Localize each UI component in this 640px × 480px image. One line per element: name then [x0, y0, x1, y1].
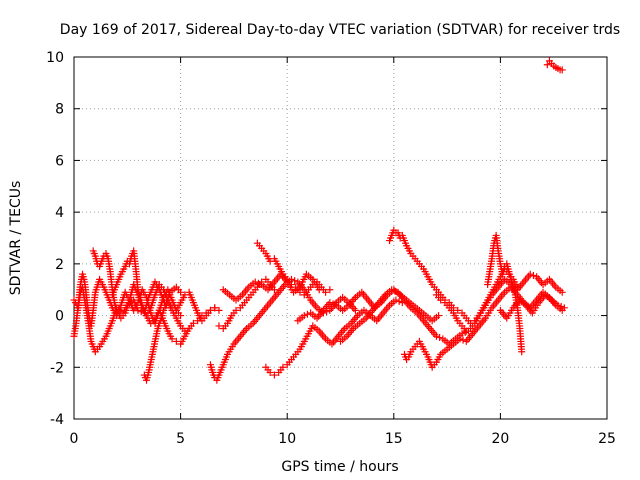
data-point: [462, 327, 470, 335]
x-tick-label: 15: [385, 431, 403, 447]
y-tick-label: 0: [55, 309, 64, 325]
x-tick-label: 10: [278, 431, 296, 447]
data-point: [291, 277, 299, 285]
data-points: [70, 57, 568, 384]
data-point: [526, 270, 534, 278]
data-point: [300, 312, 308, 320]
data-point: [251, 278, 259, 286]
data-point: [177, 288, 185, 296]
data-point: [454, 306, 462, 314]
data-point: [558, 66, 566, 74]
y-tick-label: 10: [46, 50, 64, 66]
data-point: [459, 336, 467, 344]
x-tick-label: 5: [176, 431, 185, 447]
data-point: [258, 278, 266, 286]
data-point: [198, 312, 206, 320]
data-point: [309, 281, 317, 289]
data-point: [558, 288, 566, 296]
data-point: [326, 299, 334, 307]
data-point: [432, 332, 440, 340]
y-tick-label: 4: [55, 205, 64, 221]
ticks: [73, 56, 608, 420]
y-tick-label: 2: [55, 257, 64, 273]
data-point: [395, 297, 403, 305]
data-point: [322, 288, 330, 296]
data-point: [202, 309, 210, 317]
grid: [74, 57, 607, 419]
data-point: [215, 322, 223, 330]
data-point: [279, 363, 287, 371]
data-point: [270, 371, 278, 379]
data-point: [518, 348, 526, 356]
data-point: [436, 334, 444, 342]
data-point: [435, 312, 443, 320]
data-point: [181, 327, 189, 335]
data-point: [554, 301, 562, 309]
data-point: [529, 271, 537, 279]
data-point: [326, 286, 334, 294]
data-point: [206, 306, 214, 314]
data-point: [557, 303, 565, 311]
x-tick-label: 0: [70, 431, 79, 447]
y-tick-label: -2: [50, 360, 64, 376]
data-point: [215, 306, 223, 314]
data-point: [287, 281, 295, 289]
data-point: [254, 279, 262, 287]
tick-labels: 0 5 10 15 20 25 -4 -2 0 2 4 6 8 10: [46, 50, 616, 447]
y-tick-label: 8: [55, 102, 64, 118]
data-point: [560, 304, 568, 312]
data-point: [461, 328, 469, 336]
x-tick-label: 20: [491, 431, 509, 447]
data-point: [266, 368, 274, 376]
data-point: [211, 304, 219, 312]
data-point: [232, 306, 240, 314]
data-point: [543, 61, 551, 69]
data-point: [296, 288, 304, 296]
data-point: [458, 330, 466, 338]
x-axis-label: GPS time / hours: [281, 459, 398, 475]
plot-frame: [73, 56, 608, 420]
data-point: [391, 287, 399, 295]
y-tick-label: 6: [55, 153, 64, 169]
data-point: [270, 286, 278, 294]
data-point: [329, 300, 337, 308]
data-point: [388, 286, 396, 294]
data-point: [351, 306, 359, 314]
y-axis-label: SDTVAR / TECUs: [8, 181, 24, 296]
data-point: [456, 335, 464, 343]
data-point: [437, 296, 445, 304]
y-tick-label: -4: [50, 412, 64, 428]
data-point: [392, 296, 400, 304]
data-point: [189, 319, 197, 327]
data-point: [168, 335, 176, 343]
x-tick-label: 25: [598, 431, 616, 447]
chart-title: Day 169 of 2017, Sidereal Day-to-day VTE…: [60, 22, 620, 38]
